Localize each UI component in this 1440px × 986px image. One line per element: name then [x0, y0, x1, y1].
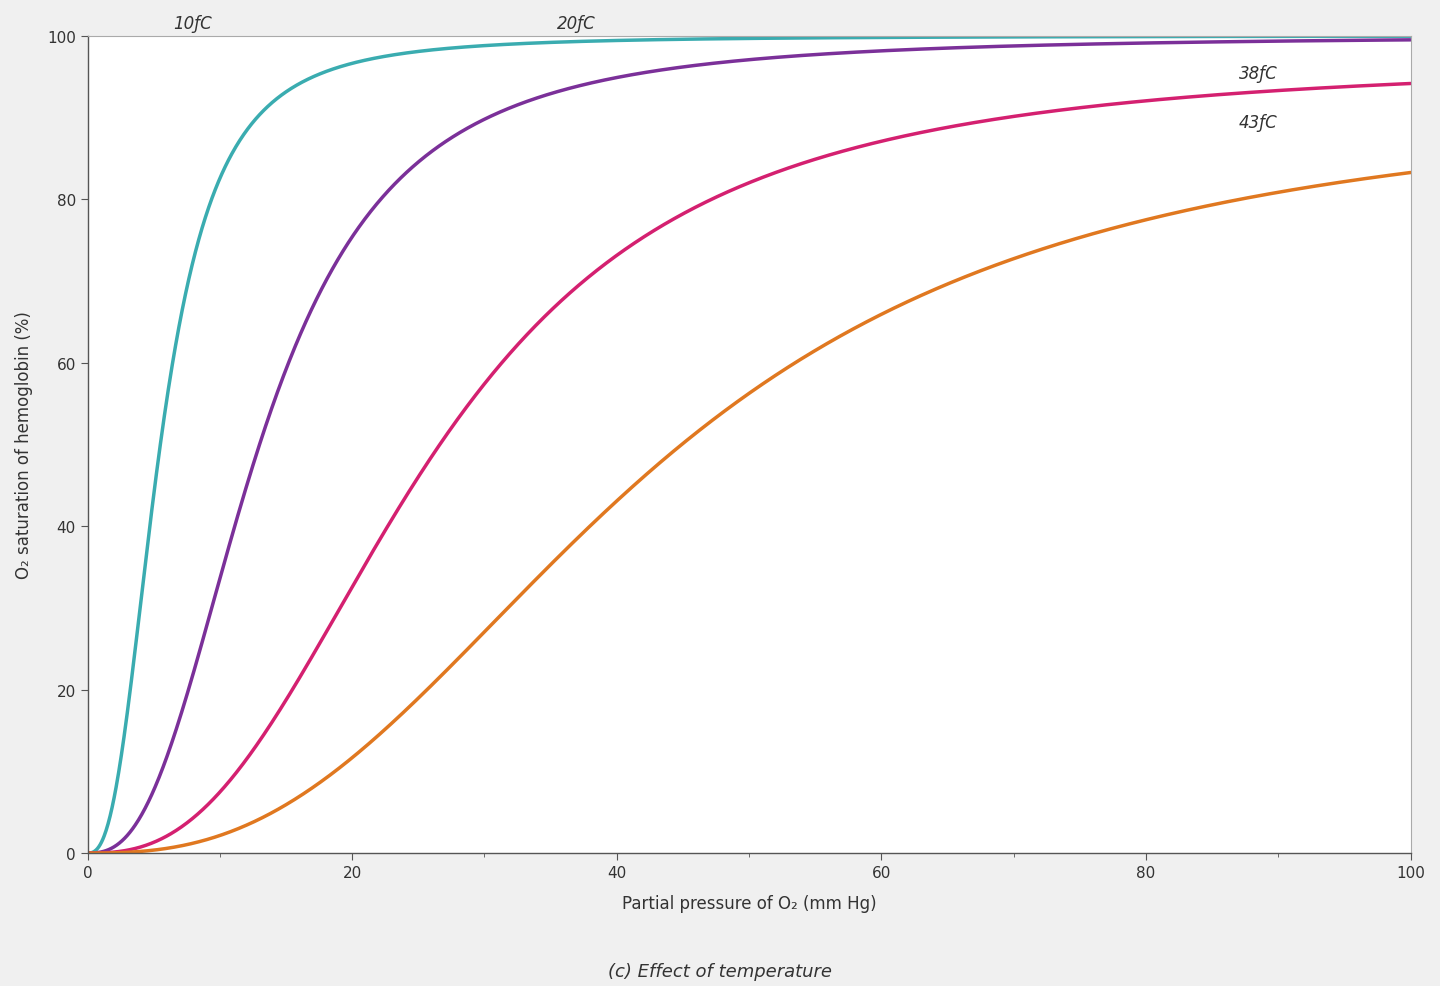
Text: 10ƒC: 10ƒC [174, 15, 212, 33]
Y-axis label: O₂ saturation of hemoglobin (%): O₂ saturation of hemoglobin (%) [14, 312, 33, 579]
Text: 38ƒC: 38ƒC [1238, 64, 1277, 83]
X-axis label: Partial pressure of O₂ (mm Hg): Partial pressure of O₂ (mm Hg) [622, 894, 877, 912]
Text: 43ƒC: 43ƒC [1238, 113, 1277, 131]
Text: (c) Effect of temperature: (c) Effect of temperature [608, 962, 832, 980]
Text: 20ƒC: 20ƒC [557, 15, 596, 33]
